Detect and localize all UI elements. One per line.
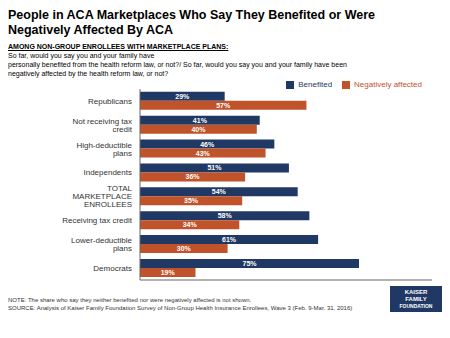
html-text:SOURCE: Analysis of Kaiser Fam: SOURCE: Analysis of Kaiser Family Founda…: [8, 305, 353, 311]
svg-text:Lower-deductibleplans: Lower-deductibleplans: [71, 236, 132, 253]
html-text:Benefited: Benefited: [298, 80, 333, 89]
svg-text:Receiving tax credit: Receiving tax credit: [62, 216, 133, 225]
html-text:AMONG NON-GROUP ENROLLEES WITH: AMONG NON-GROUP ENROLLEES WITH MARKETPLA…: [8, 43, 229, 50]
svg-text:Not receiving taxcredit: Not receiving taxcredit: [72, 117, 132, 134]
html-text:KAISER: KAISER: [404, 288, 428, 295]
svg-text:29%: 29%: [175, 93, 190, 100]
svg-text:75%: 75%: [242, 260, 257, 267]
svg-text:Democrats: Democrats: [93, 264, 132, 273]
html-text:So far, would you say you and: So far, would you say you and your famil…: [8, 52, 347, 77]
html-text:Negatively affected: Negatively affected: [354, 80, 422, 89]
svg-text:40%: 40%: [191, 126, 206, 133]
html-text:FOUNDATION: FOUNDATION: [399, 302, 433, 309]
html-text:NOTE: The share who say they n: NOTE: The share who say they neither ben…: [8, 297, 252, 303]
svg-text:61%: 61%: [222, 236, 237, 243]
html-text:People in ACA Marketplaces Who: People in ACA Marketplaces Who Say They …: [8, 8, 375, 37]
svg-text:34%: 34%: [183, 221, 198, 228]
svg-text:57%: 57%: [216, 102, 231, 109]
svg-text:TOTALMARKETPLACEENROLLEES: TOTALMARKETPLACEENROLLEES: [72, 184, 132, 209]
svg-text:35%: 35%: [184, 197, 199, 204]
svg-text:Independents: Independents: [84, 168, 133, 177]
svg-text:58%: 58%: [218, 212, 233, 219]
svg-text:46%: 46%: [200, 141, 215, 148]
svg-text:Republicans: Republicans: [88, 97, 132, 106]
svg-text:36%: 36%: [186, 173, 201, 180]
svg-text:30%: 30%: [177, 245, 192, 252]
svg-text:41%: 41%: [193, 117, 208, 124]
svg-text:19%: 19%: [161, 269, 176, 276]
svg-text:51%: 51%: [207, 164, 222, 171]
html-text:FAMILY: FAMILY: [405, 295, 427, 302]
svg-text:54%: 54%: [212, 188, 227, 195]
svg-text:43%: 43%: [196, 150, 211, 157]
svg-text:High-deductibleplans: High-deductibleplans: [76, 141, 132, 158]
